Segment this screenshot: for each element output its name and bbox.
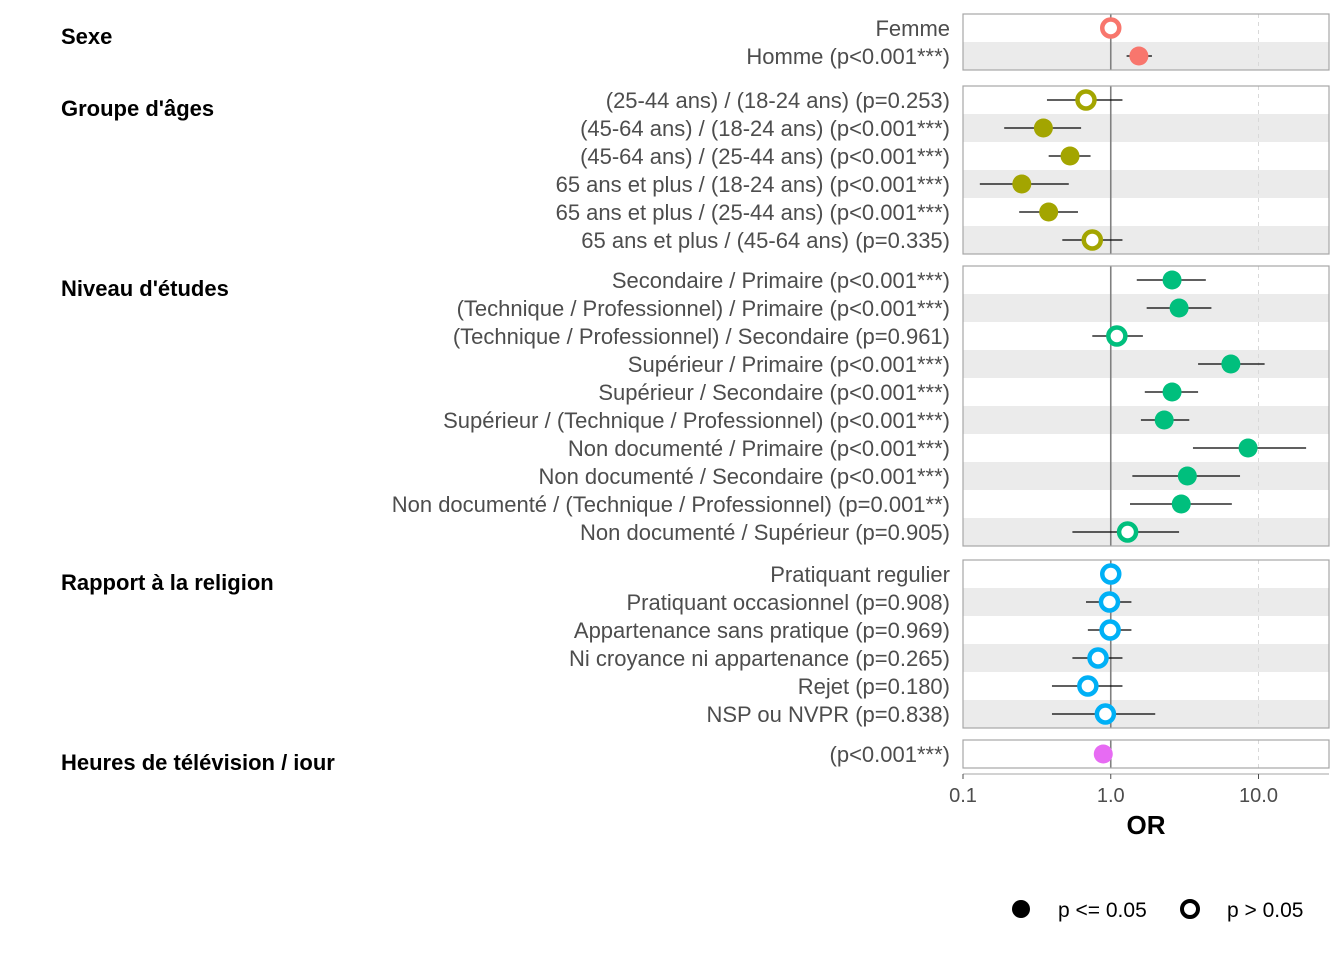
point-estimate [1100,563,1122,585]
point-estimate [1033,118,1053,138]
plot-area: Sexe Femme Homme (p<0.001***) Groupe d'âges… [61,13,1330,775]
row-label: 65 ans et plus / (18-24 ans) (p<0.001***… [556,172,950,197]
point-estimate [1171,494,1191,514]
row-label: (Technique / Professionnel) / Primaire (… [457,296,950,321]
row-label: Homme (p<0.001***) [746,44,950,69]
point-estimate [1081,229,1104,251]
row-label: (45-64 ans) / (25-44 ans) (p<0.001***) [580,144,950,169]
row-stripe [963,226,1329,254]
row-label: NSP ou NVPR (p=0.838) [706,702,950,727]
point-estimate [1039,202,1059,222]
row-label: Femme [875,16,950,41]
point-estimate [1060,146,1080,166]
row-stripe [963,588,1329,616]
point-estimate [1129,46,1149,66]
row-label: Rejet (p=0.180) [798,674,950,699]
row-stripe [963,644,1329,672]
row-label: Pratiquant regulier [770,562,950,587]
panel-group: Niveau d'études Secondaire / Primaire (p<… [61,265,1330,547]
row-label: Appartenance sans pratique (p=0.969) [574,618,950,643]
point-estimate [1106,325,1128,347]
panel-group: Rapport à la religion Pratiquant regulier… [61,559,1330,729]
point-estimate [1099,619,1121,641]
legend-label: p > 0.05 [1227,899,1303,922]
plot-panels: Sexe Femme Homme (p<0.001***) Groupe d'âges… [61,13,1330,775]
row-label: (p<0.001***) [830,742,950,767]
row-label: Supérieur / (Technique / Professionnel) … [443,408,950,433]
panel-group: Sexe Femme Homme (p<0.001***) [61,13,1330,71]
group-label: Groupe d'âges [61,96,214,121]
point-estimate [1094,703,1117,725]
point-estimate [1077,675,1099,697]
row-label: 65 ans et plus / (25-44 ans) (p<0.001***… [556,200,950,225]
point-estimate [1075,89,1097,111]
legend-key-filled [1012,900,1030,918]
panel-group: Groupe d'âges (25-44 ans) / (18-24 ans) (… [61,85,1330,255]
legend-key-open [1180,899,1200,919]
row-label: Non documenté / Supérieur (p=0.905) [580,520,950,545]
row-label: (Technique / Professionnel) / Secondaire… [453,324,950,349]
point-estimate [1093,744,1113,764]
x-tick-label: 0.1 [949,785,977,807]
point-estimate [1162,270,1182,290]
x-axis-title: OR [1127,810,1166,840]
x-tick-label: 10.0 [1239,785,1278,807]
point-estimate [1098,591,1121,613]
row-label: Ni croyance ni appartenance (p=0.265) [569,646,950,671]
row-label: Secondaire / Primaire (p<0.001***) [612,268,950,293]
row-label: (45-64 ans) / (18-24 ans) (p<0.001***) [580,116,950,141]
panel-border [962,559,1330,729]
legend: p <= 0.05 p > 0.05 [1012,899,1303,922]
panel-group: Heures de télévision / jour (p<0.001***) [61,739,1330,775]
panel-border [962,739,1330,769]
group-label: Niveau d'études [61,276,229,301]
row-label: Non documenté / Primaire (p<0.001***) [568,436,950,461]
row-label: Supérieur / Secondaire (p<0.001***) [598,380,950,405]
point-estimate [1162,382,1182,402]
panel-border [962,85,1330,255]
point-estimate [1012,174,1032,194]
group-label: Heures de télévision / jour [61,750,335,775]
group-label: Sexe [61,24,112,49]
panel-border [962,13,1330,71]
point-estimate [1169,298,1189,318]
x-tick-label: 1.0 [1097,785,1125,807]
point-estimate [1154,410,1174,430]
point-estimate [1177,466,1197,486]
point-estimate [1221,354,1241,374]
row-label: Non documenté / Secondaire (p<0.001***) [538,464,950,489]
legend-label: p <= 0.05 [1058,899,1147,922]
row-label: Pratiquant occasionnel (p=0.908) [627,590,951,615]
row-label: Non documenté / (Technique / Professionn… [392,492,950,517]
row-label: Supérieur / Primaire (p<0.001***) [628,352,950,377]
point-estimate [1087,647,1109,669]
row-stripe [963,350,1329,378]
row-label: (25-44 ans) / (18-24 ans) (p=0.253) [606,88,950,113]
point-estimate [1100,17,1122,39]
x-axis: 0.1 1.0 10.0 [949,773,1329,807]
row-stripe [963,294,1329,322]
row-label: 65 ans et plus / (45-64 ans) (p=0.335) [581,228,950,253]
point-estimate [1238,438,1258,458]
group-label: Rapport à la religion [61,570,274,595]
point-estimate [1116,521,1139,543]
panel-border [962,265,1330,547]
